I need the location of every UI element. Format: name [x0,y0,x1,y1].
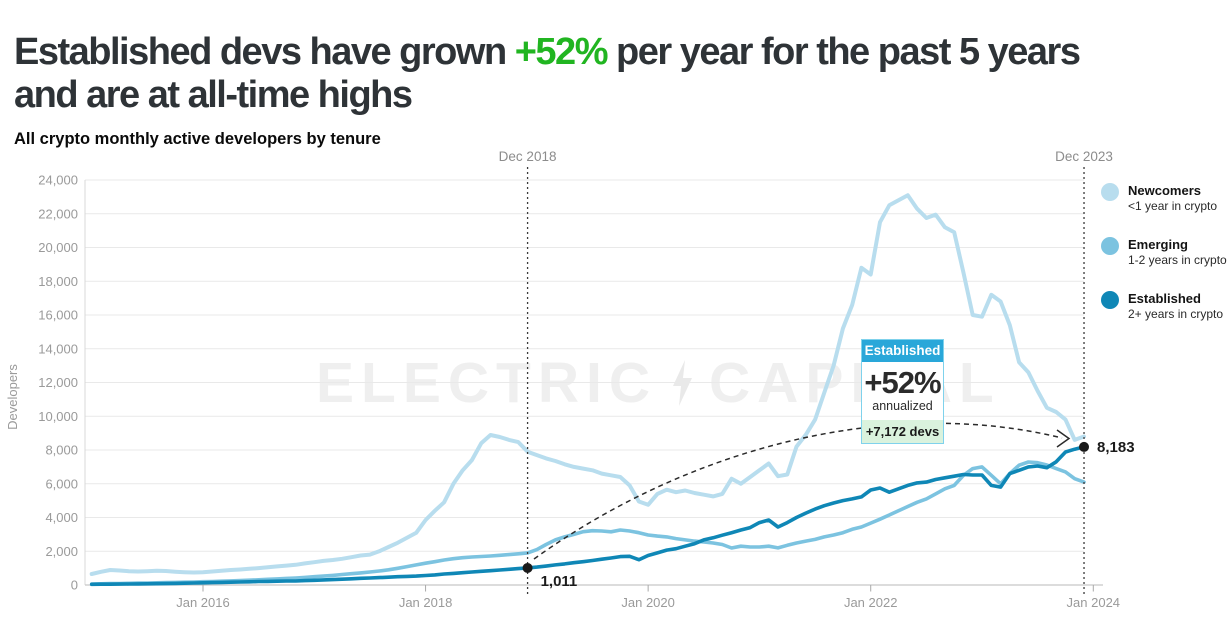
legend-desc: 1-2 years in crypto [1128,253,1227,267]
marker-date-label: Dec 2023 [1055,149,1113,164]
x-tick-label: Jan 2020 [621,595,675,610]
callout-percent: +52% [864,365,941,400]
callout-subtext: annualized [872,399,933,413]
emerging-dot-icon [1101,237,1119,255]
y-tick-label: 24,000 [38,173,78,188]
y-tick-label: 22,000 [38,206,78,221]
legend-name: Newcomers [1128,183,1201,198]
title-highlight: +52% [514,31,609,74]
marker-value-label: 8,183 [1097,439,1135,456]
y-tick-label: 10,000 [38,409,78,424]
page-title: Established devs have grown +52% per yea… [14,31,1224,117]
series-line-newcomers [89,193,1086,576]
y-tick-label: 14,000 [38,341,78,356]
series-line-established [89,445,1086,587]
legend-name: Established [1128,291,1201,306]
title-text: per year for the past 5 years [606,31,1081,74]
growth-callout: Established +52% annualized +7,172 devs [861,339,944,444]
marker-dot [1079,441,1090,452]
y-tick-label: 8,000 [45,443,78,458]
marker-date-label: Dec 2018 [499,149,557,164]
gridlines: 0 2,000 4,000 6,000 8,000 10,000 12,000 14,000 1… [38,173,1084,593]
y-tick-label: 0 [71,578,78,593]
legend-name: Emerging [1128,237,1188,252]
callout-header: Established [862,340,943,362]
y-tick-label: 12,000 [38,375,78,390]
y-tick-label: 20,000 [38,240,78,255]
callout-footer: +7,172 devs [862,420,943,443]
y-tick-label: 6,000 [45,476,78,491]
legend-item-newcomers: Newcomers <1 year in crypto [1101,183,1229,214]
title-text-line2: and are at all-time highs [14,74,413,117]
chart-subtitle: All crypto monthly active developers by … [14,130,381,148]
legend-item-emerging: Emerging 1-2 years in crypto [1101,237,1229,268]
legend-desc: 2+ years in crypto [1128,307,1224,321]
marker-dot [522,562,533,573]
x-tick-label: Jan 2018 [399,595,453,610]
title-text: Established devs have grown [14,31,515,74]
y-tick-label: 18,000 [38,274,78,289]
marker-value-label: 1,011 [541,573,578,590]
y-tick-label: 2,000 [45,544,78,559]
x-tick-label: Jan 2016 [176,595,230,610]
legend-item-established: Established 2+ years in crypto [1101,291,1229,322]
x-tick-label: Jan 2024 [1067,595,1121,610]
established-dot-icon [1101,291,1119,309]
growth-arc [533,422,1063,560]
newcomers-dot-icon [1101,183,1119,201]
legend-desc: <1 year in crypto [1128,199,1218,213]
growth-arrow-head-icon [1056,429,1071,448]
y-tick-label: 16,000 [38,308,78,323]
y-axis-title: Developers [5,364,20,430]
x-tick-label: Jan 2022 [844,595,898,610]
y-tick-label: 4,000 [45,510,78,525]
